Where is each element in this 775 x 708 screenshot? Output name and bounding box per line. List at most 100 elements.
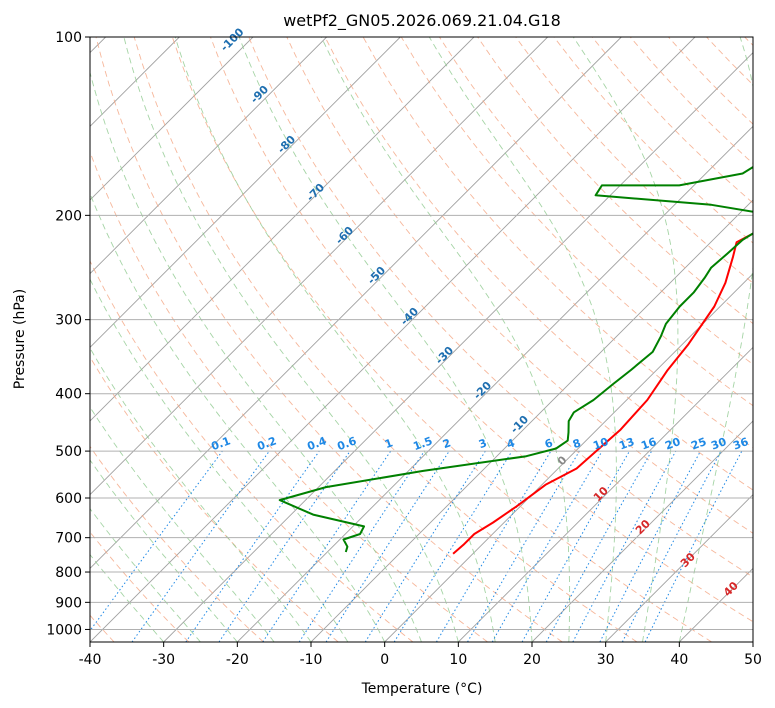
isotherm-label: 40: [721, 579, 741, 599]
x-axis-label: Temperature (°C): [361, 681, 483, 697]
mixing-ratio-line: [644, 450, 743, 642]
isotherm-line: [90, 37, 254, 201]
y-tick-label: 300: [55, 313, 82, 329]
dry-adiabat-line: [90, 150, 488, 642]
mixing-ratio-label: 4: [505, 436, 517, 451]
isotherm-line: [163, 52, 753, 642]
moist-adiabat-line: [90, 278, 349, 642]
isotherm-line: [531, 420, 753, 642]
x-tick-label: -20: [226, 652, 249, 668]
isotherm-label: -80: [275, 133, 298, 156]
isotherm-line: [679, 567, 753, 642]
mixing-ratio-line: [298, 450, 425, 642]
dry-adiabat-line: [248, 37, 753, 578]
isotherm-line: [752, 641, 753, 642]
mixing-ratio-line: [572, 450, 677, 642]
y-axis-ticks: 100 200 300 400 500 600 700 800 900 1000: [46, 30, 90, 638]
wet-bulb-line: [0, 37, 2, 642]
moist-adiabat-line: [320, 37, 571, 642]
y-tick-label: 600: [55, 491, 82, 507]
dry-adiabat-line: [515, 37, 753, 284]
mixing-ratio-line: [262, 450, 392, 642]
isotherm-label: -40: [398, 305, 421, 328]
mixing-ratio-label: 10: [591, 435, 610, 453]
mixing-ratio-line: [599, 450, 701, 642]
x-tick-label: 10: [449, 652, 467, 668]
temperature-profile-line: [452, 232, 753, 555]
y-axis-label: Pressure (hPa): [12, 289, 28, 389]
sounding-series: [278, 165, 753, 555]
mixing-ratio-line: [218, 450, 351, 642]
dry-adiabat-line: [90, 356, 339, 642]
mixing-ratio-line: [185, 450, 320, 642]
pressure-gridlines: [90, 37, 753, 630]
mixing-ratio-label: 0.2: [255, 434, 278, 453]
isotherm-line: [310, 199, 753, 642]
x-tick-label: 30: [597, 652, 615, 668]
mixing-ratio-label: 0.6: [335, 434, 358, 453]
mixing-ratio-label: 3: [477, 436, 489, 451]
mixing-ratio-line: [521, 450, 630, 642]
plot-frame: [89, 36, 754, 643]
mixing-ratio-line: [131, 450, 270, 642]
mixing-ratio-label: 2: [441, 436, 453, 451]
isotherm-label: 0: [555, 453, 570, 468]
isotherm-label: -10: [508, 413, 531, 436]
dry-adiabat-line: [133, 37, 638, 642]
mixing-ratio-line: [393, 450, 513, 642]
dry-adiabat-line: [706, 37, 753, 86]
dry-adiabat-line: [668, 37, 753, 125]
x-tick-label: -30: [152, 652, 175, 668]
x-tick-label: 20: [523, 652, 541, 668]
moist-adiabat-line: [428, 37, 617, 642]
moist-adiabat-line: [174, 37, 496, 642]
mixing-ratio-label: 1.5: [411, 434, 434, 453]
mixing-ratio-label: 0.1: [209, 434, 232, 453]
moist-adiabat-line: [90, 459, 238, 642]
y-tick-label: 800: [55, 565, 82, 581]
moist-adiabat-line: [572, 37, 679, 642]
mixing-ratio-label: 8: [571, 436, 583, 451]
isotherm-label: -20: [471, 379, 494, 402]
moist-adiabat-line: [90, 70, 422, 642]
isotherm-line: [90, 37, 327, 275]
x-axis-ticks: -40 -30 -20 -10 0 10 20 30 40 50: [79, 642, 762, 668]
moist-adiabat-line: [90, 406, 275, 642]
isotherm-line: [90, 37, 401, 348]
isotherm-line: [605, 494, 753, 642]
moist-adiabat-line: [238, 37, 533, 642]
moist-adiabat-line: [678, 37, 753, 642]
isotherm-label: 20: [633, 517, 653, 537]
moist-adiabat-line: [90, 347, 312, 642]
isotherm-line: [237, 125, 753, 642]
mixing-ratio-line: [467, 450, 580, 642]
dry-adiabat-line: [286, 37, 753, 534]
dewpoint-profile-line: [278, 165, 753, 553]
y-tick-label: 900: [55, 595, 82, 611]
dry-adiabat-line: [477, 37, 753, 325]
mixing-ratio-label: 30: [709, 435, 728, 453]
moist-adiabat-line: [90, 507, 201, 642]
x-tick-label: 0: [380, 652, 389, 668]
isotherm-line: [90, 37, 548, 496]
dry-adiabat-line: [90, 445, 264, 642]
dry-adiabat-line: [553, 37, 753, 244]
dry-adiabat-line: [90, 259, 414, 642]
dry-adiabat-line: [591, 37, 753, 204]
mixing-ratio-label: 1: [383, 436, 395, 451]
dry-adiabat-line: [95, 37, 563, 642]
mixing-ratio-label: 0.4: [305, 434, 328, 453]
dry-adiabat-line: [324, 37, 753, 491]
mixing-ratio-label: 36: [731, 435, 750, 453]
moist-adiabat-line: [90, 553, 165, 642]
isotherm-line: [90, 37, 475, 422]
mixing-ratio-label: 13: [617, 435, 636, 452]
mixing-ratio-label: 25: [689, 435, 708, 452]
dry-adiabat-line: [210, 37, 753, 623]
y-tick-label: 200: [55, 208, 82, 224]
mixing-ratio-line: [435, 450, 552, 642]
isotherm-label: -30: [433, 344, 456, 367]
isotherm-line: [90, 37, 622, 569]
moist-adiabat-line: [123, 37, 459, 642]
